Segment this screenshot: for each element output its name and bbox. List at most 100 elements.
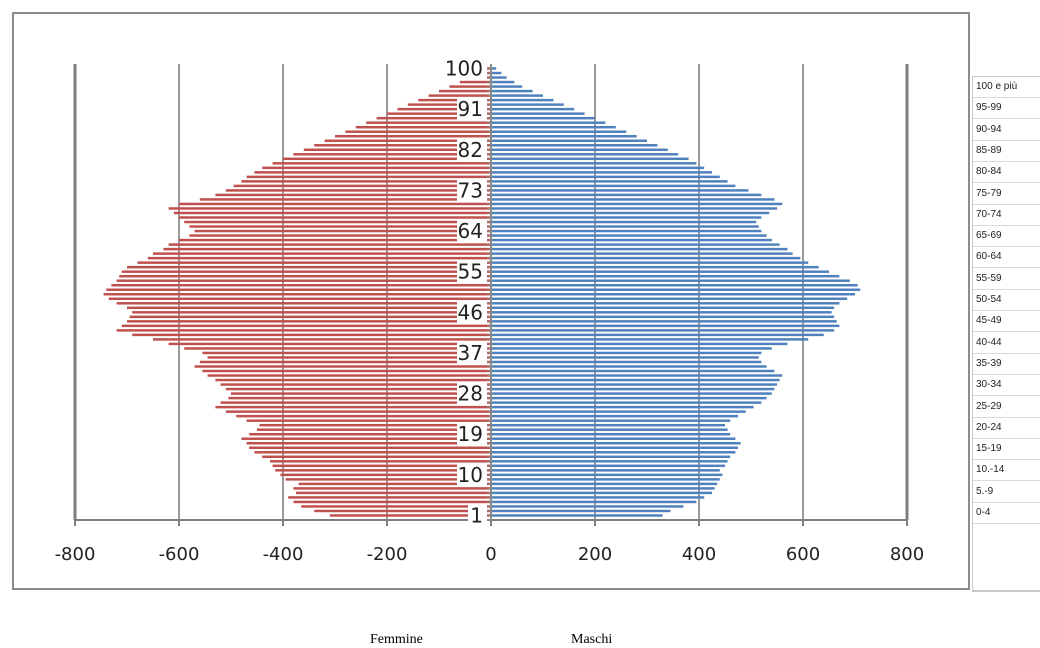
x-tick-label: 0 [485,544,496,565]
bar-maschi-age-13 [491,460,728,463]
y-label-bg [457,220,487,243]
bar-femmine-age-88 [366,121,491,124]
age-class-label: 80-84 [976,166,1002,178]
bar-maschi-age-79 [491,162,697,165]
y-label-bg [457,382,487,405]
bar-femmine-age-10 [280,473,491,477]
bar-maschi-age-59 [491,252,793,255]
bar-femmine-age-15 [254,451,491,454]
bar-maschi-age-18 [491,437,736,440]
bar-maschi-age-29 [491,387,775,391]
axes [74,64,908,526]
y-label-bg [446,57,487,80]
bar-femmine-age-77 [254,171,491,174]
bar-maschi-age-34 [491,365,767,368]
age-class-separator [973,437,1040,439]
bar-maschi-age-43 [491,324,840,328]
bar-femmine-age-35 [199,360,492,364]
bar-femmine-age-48 [116,302,491,305]
bar-maschi-age-6 [491,491,712,495]
bar-maschi-age-26 [491,401,762,404]
bar-maschi-age-67 [491,216,762,219]
y-tick-label: 1 [470,503,483,527]
bar-femmine-age-46 [132,311,491,314]
bar-femmine-age-63 [189,234,491,237]
bar-femmine-age-53 [116,279,491,282]
y-tick-label: 82 [458,138,483,162]
y-label-bg [457,260,487,283]
bar-maschi-age-12 [491,464,725,468]
bar-femmine-age-70 [179,202,491,206]
legend-femmine: Femmine [370,632,423,647]
bar-femmine-age-41 [132,333,491,337]
bar-maschi-age-46 [491,311,832,314]
bar-maschi-age-100 [491,67,497,70]
bar-maschi-age-33 [491,369,775,373]
bar-femmine-age-5 [288,496,491,499]
bar-femmine-age-9 [285,478,491,481]
bars [103,67,861,517]
bar-maschi-age-69 [491,207,777,210]
bar-femmine-age-45 [129,315,491,319]
age-class-label: 65-69 [976,230,1002,242]
age-class-separator [973,97,1040,98]
bar-femmine-age-11 [275,469,491,472]
bar-maschi-age-95 [491,89,533,93]
bar-femmine-age-49 [108,297,492,301]
bar-femmine-age-59 [153,252,491,255]
bar-femmine-age-64 [194,229,491,233]
bar-maschi-age-17 [491,442,741,445]
age-class-panel: 100 e più 95-99 90-94 85-89 80-84 75-79 70-74 6… [972,76,1040,592]
bar-maschi-age-31 [491,378,780,382]
x-tick-label: -200 [367,544,408,565]
bar-femmine-age-57 [137,261,491,264]
bar-maschi-age-9 [491,478,720,481]
bar-maschi-age-97 [491,80,515,84]
age-class-separator [973,331,1040,333]
age-class-separator [973,139,1040,141]
age-class-label: 50-54 [976,294,1002,305]
age-class-label: 75-79 [976,187,1002,199]
bar-femmine-age-79 [272,162,491,165]
bar-maschi-age-37 [491,351,762,355]
y-tick-label: 64 [458,219,483,243]
bar-femmine-age-23 [236,414,491,418]
bar-femmine-age-56 [127,265,491,269]
bar-maschi-age-72 [491,193,762,197]
bar-maschi-age-16 [491,446,738,450]
bar-maschi-age-62 [491,238,772,242]
bar-maschi-age-3 [491,505,684,508]
bar-maschi-age-82 [491,148,668,152]
y-tick-label: 100 [445,57,483,81]
bar-maschi-age-51 [491,288,861,291]
x-tick-label: -600 [159,544,200,565]
bar-maschi-age-10 [491,473,723,477]
age-class-separator [973,459,1040,461]
bar-femmine-age-69 [168,207,491,210]
age-class-label: 5.-9 [976,485,994,497]
x-tick-label: 800 [890,544,924,565]
bar-maschi-age-68 [491,211,770,215]
bar-maschi-age-66 [491,220,757,224]
bar-femmine-age-51 [106,288,491,291]
bar-maschi-age-21 [491,423,725,427]
bar-maschi-age-23 [491,414,738,418]
y-label-bg [457,341,487,364]
age-class-label: 40-44 [976,336,1002,348]
bar-femmine-age-26 [220,401,491,404]
age-class-label: 0-4 [976,507,991,518]
bar-femmine-age-1 [329,514,491,517]
bar-maschi-age-45 [491,315,835,319]
bar-femmine-age-80 [283,157,491,161]
bar-maschi-age-77 [491,171,712,174]
bar-femmine-age-43 [121,324,492,328]
bar-maschi-age-70 [491,202,783,206]
bar-femmine-age-36 [207,356,491,359]
bar-maschi-age-86 [491,130,627,133]
age-class-separator [973,182,1040,184]
bar-femmine-age-3 [301,505,491,508]
bar-maschi-age-5 [491,496,705,499]
bar-maschi-age-89 [491,116,595,120]
bar-femmine-age-67 [179,216,491,219]
x-tick-label: 600 [786,544,820,565]
